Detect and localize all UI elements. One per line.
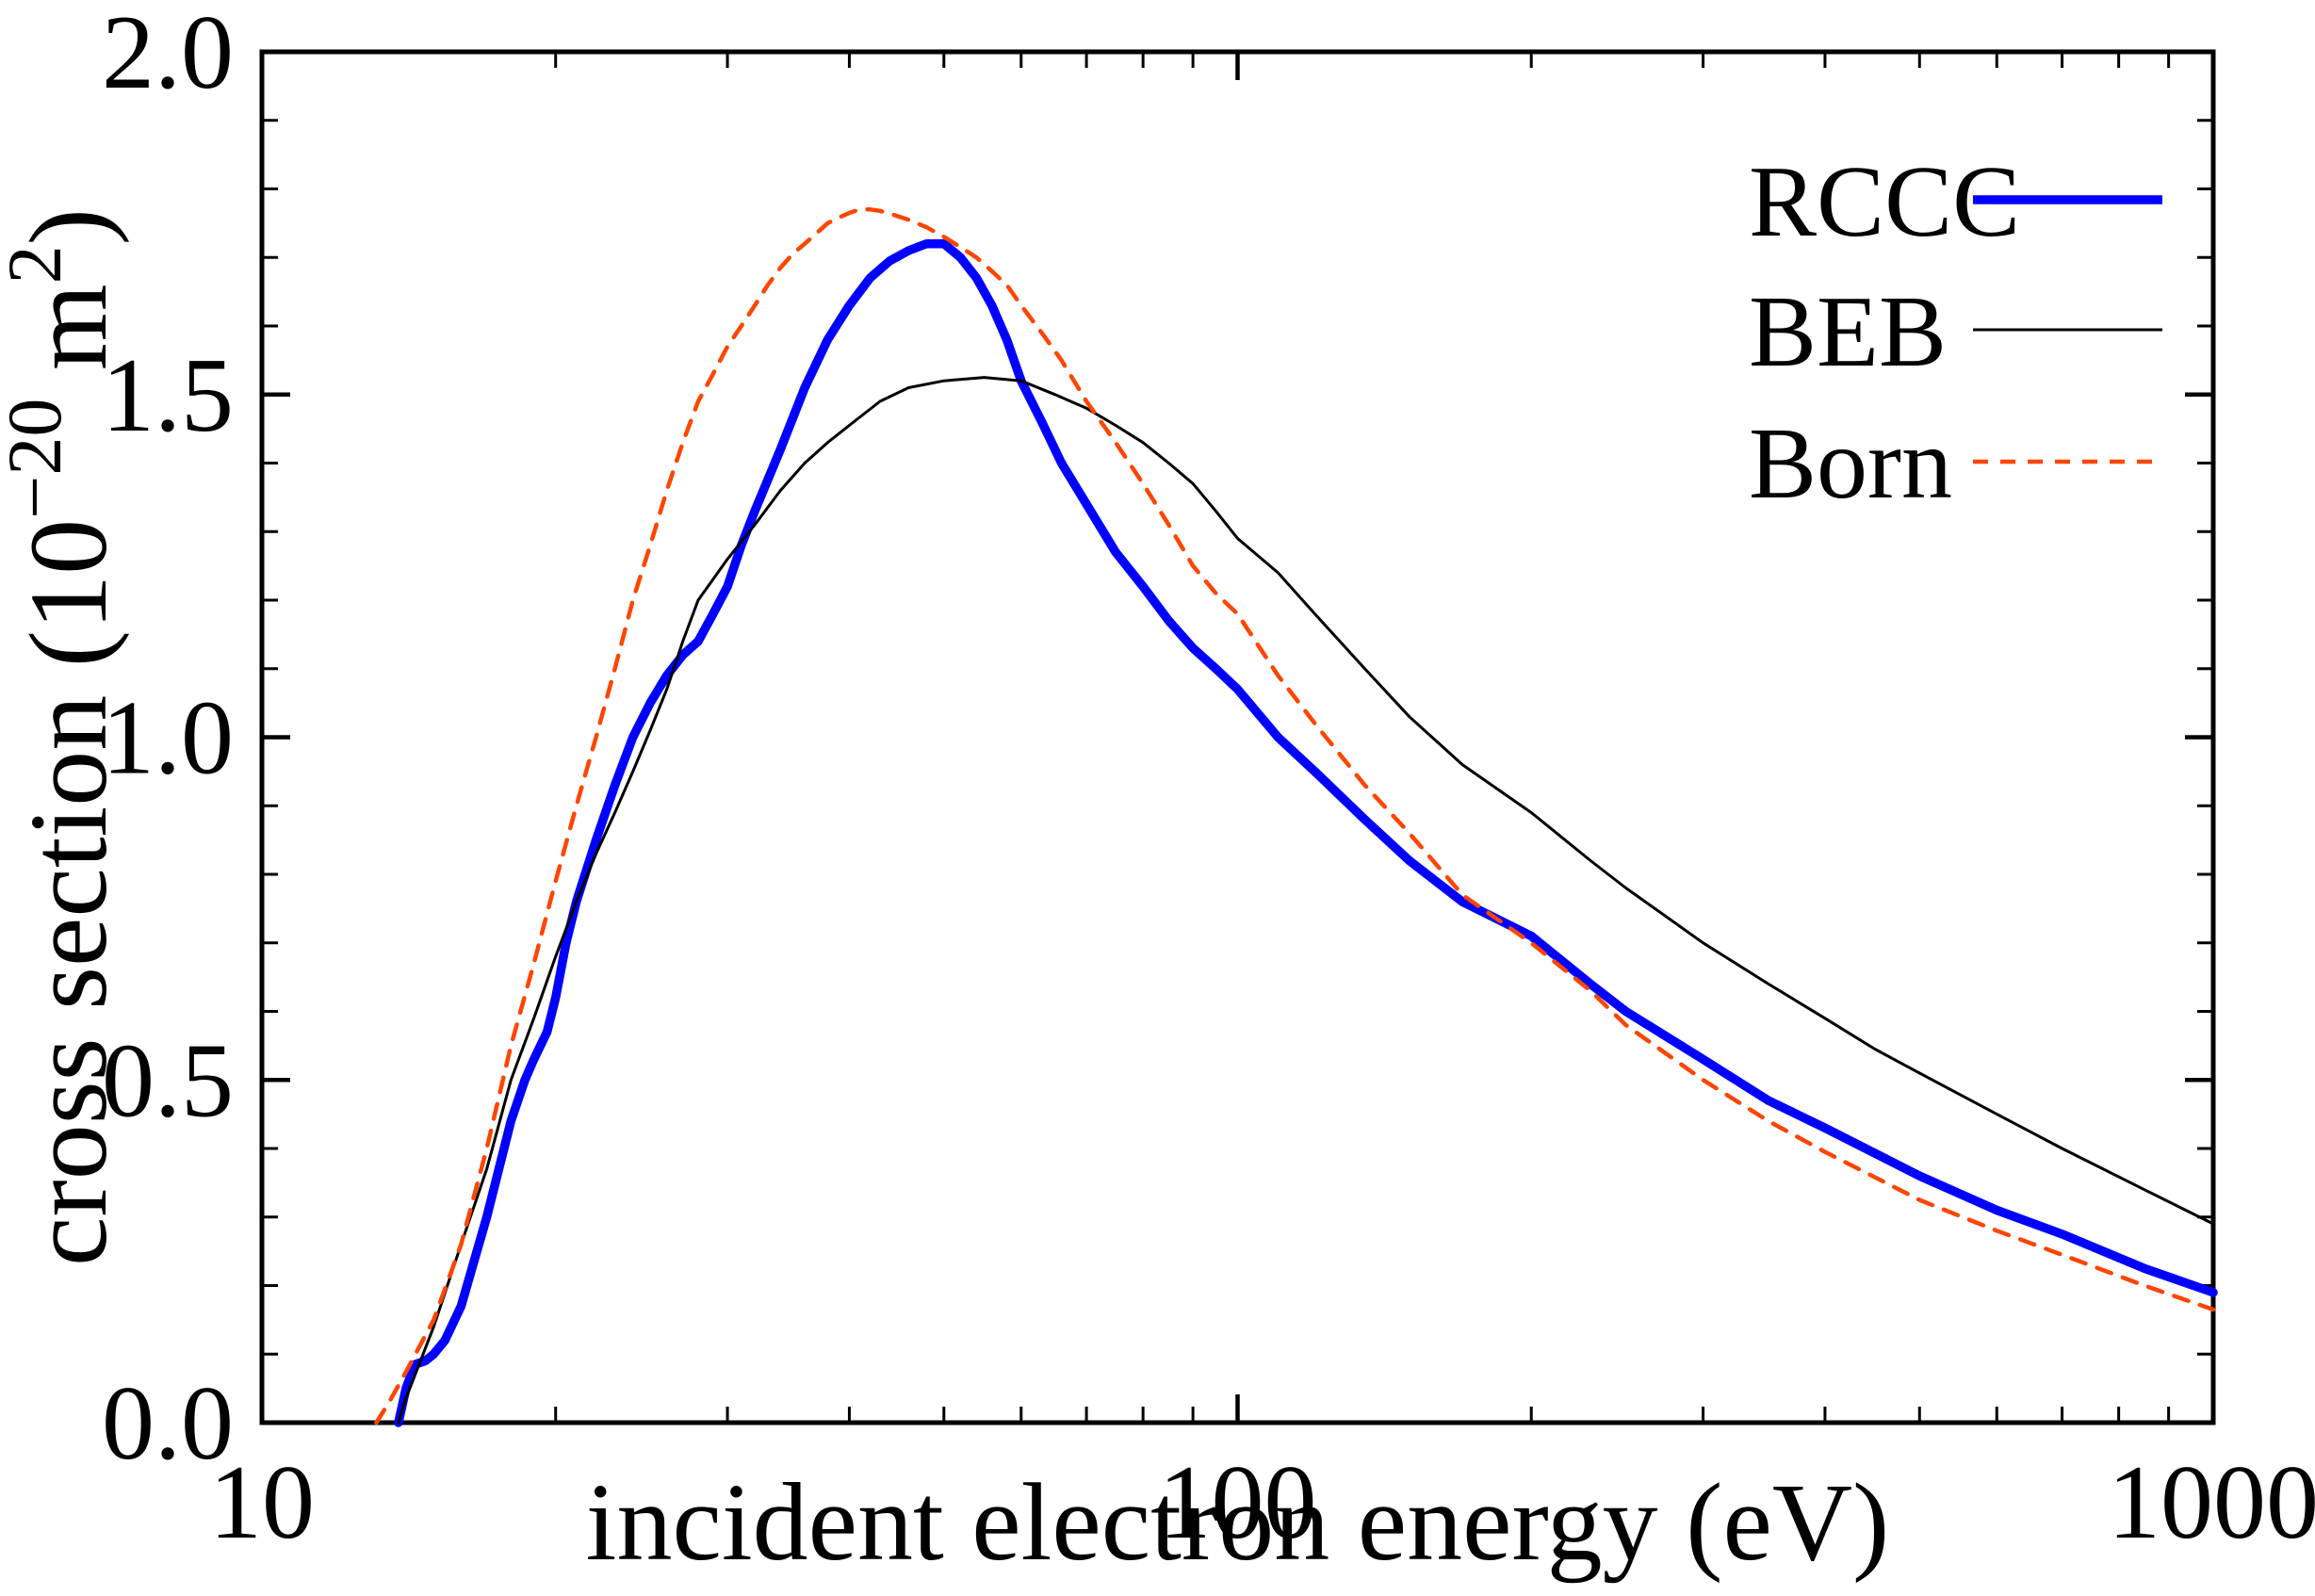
beb-curve — [397, 376, 2215, 1425]
y-tick-label: 1.5 — [102, 337, 234, 454]
x-tick-label: 10 — [209, 1444, 315, 1561]
x-tick-label: 100 — [1159, 1444, 1317, 1561]
rccc-curve — [394, 238, 2218, 1427]
tick-labels: 10 100 1000 0.0 0.5 1.0 1.5 2.0 — [102, 0, 2315, 1561]
born-curve — [374, 207, 2216, 1425]
y-tick-label: 1.0 — [102, 680, 234, 797]
legend-label-born: Born — [1749, 408, 1952, 520]
y-tick-label: 0.0 — [102, 1365, 234, 1482]
axis-titles: incident electron energy (eV) cross secti… — [0, 208, 1889, 1584]
legend-label-beb: BEB — [1749, 276, 1947, 388]
y-tick-label: 2.0 — [102, 0, 234, 111]
data-curves — [374, 207, 2218, 1427]
y-tick-label: 0.5 — [102, 1022, 234, 1139]
x-tick-label: 1000 — [2108, 1444, 2315, 1561]
x-axis-title: incident electron energy (eV) — [586, 1460, 1890, 1584]
y-axis-title: cross section (10−20 m2) — [0, 208, 130, 1266]
axis-ticks — [259, 49, 2216, 1425]
